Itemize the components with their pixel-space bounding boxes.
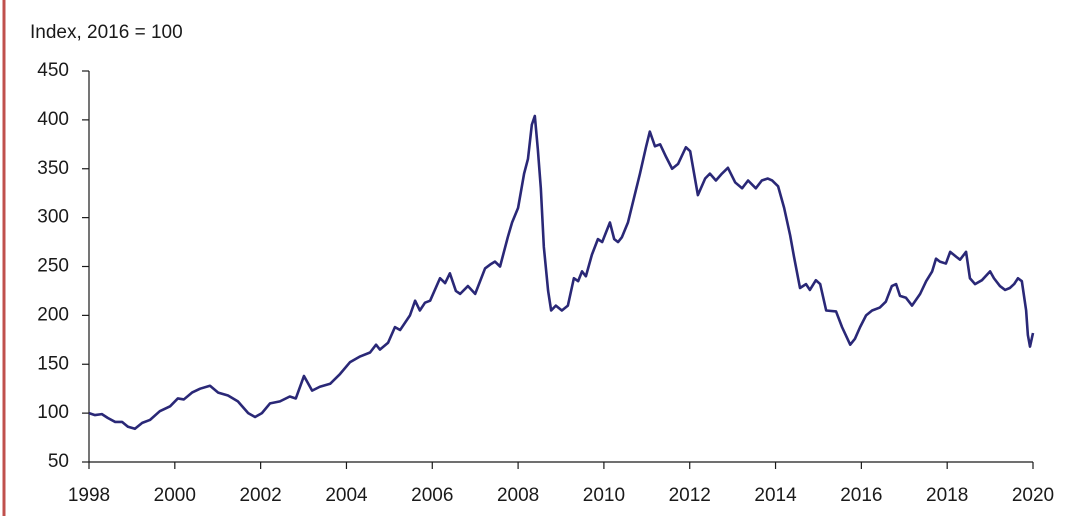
data-line: [88, 114, 1035, 431]
x-tick-label: 2018: [926, 485, 968, 506]
x-tick-label: 2008: [497, 485, 539, 506]
x-tick-label: 2004: [325, 485, 368, 506]
y-tick-label: 100: [37, 402, 69, 423]
y-tick-label: 400: [37, 109, 69, 130]
y-tick-label: 200: [37, 304, 69, 325]
x-tick-label: 2014: [754, 485, 797, 506]
y-tick-label: 150: [37, 353, 69, 374]
y-tick-label: 350: [37, 158, 69, 179]
x-tick-label: 2016: [840, 485, 882, 506]
x-tick-label: 2002: [239, 485, 281, 506]
x-tick-label: 1998: [68, 485, 110, 506]
y-tick-label: 250: [37, 256, 69, 277]
x-tick-label: 2012: [669, 485, 711, 506]
x-tick-label: 2000: [154, 485, 196, 506]
x-tick-label: 2006: [411, 485, 453, 506]
y-axis-label: Index, 2016 = 100: [30, 22, 183, 43]
x-tick-label: 2020: [1012, 485, 1054, 506]
y-tick-label: 450: [37, 60, 69, 81]
y-tick-label: 300: [37, 207, 69, 228]
y-tick-label: 50: [48, 451, 69, 472]
x-tick-label: 2010: [583, 485, 625, 506]
